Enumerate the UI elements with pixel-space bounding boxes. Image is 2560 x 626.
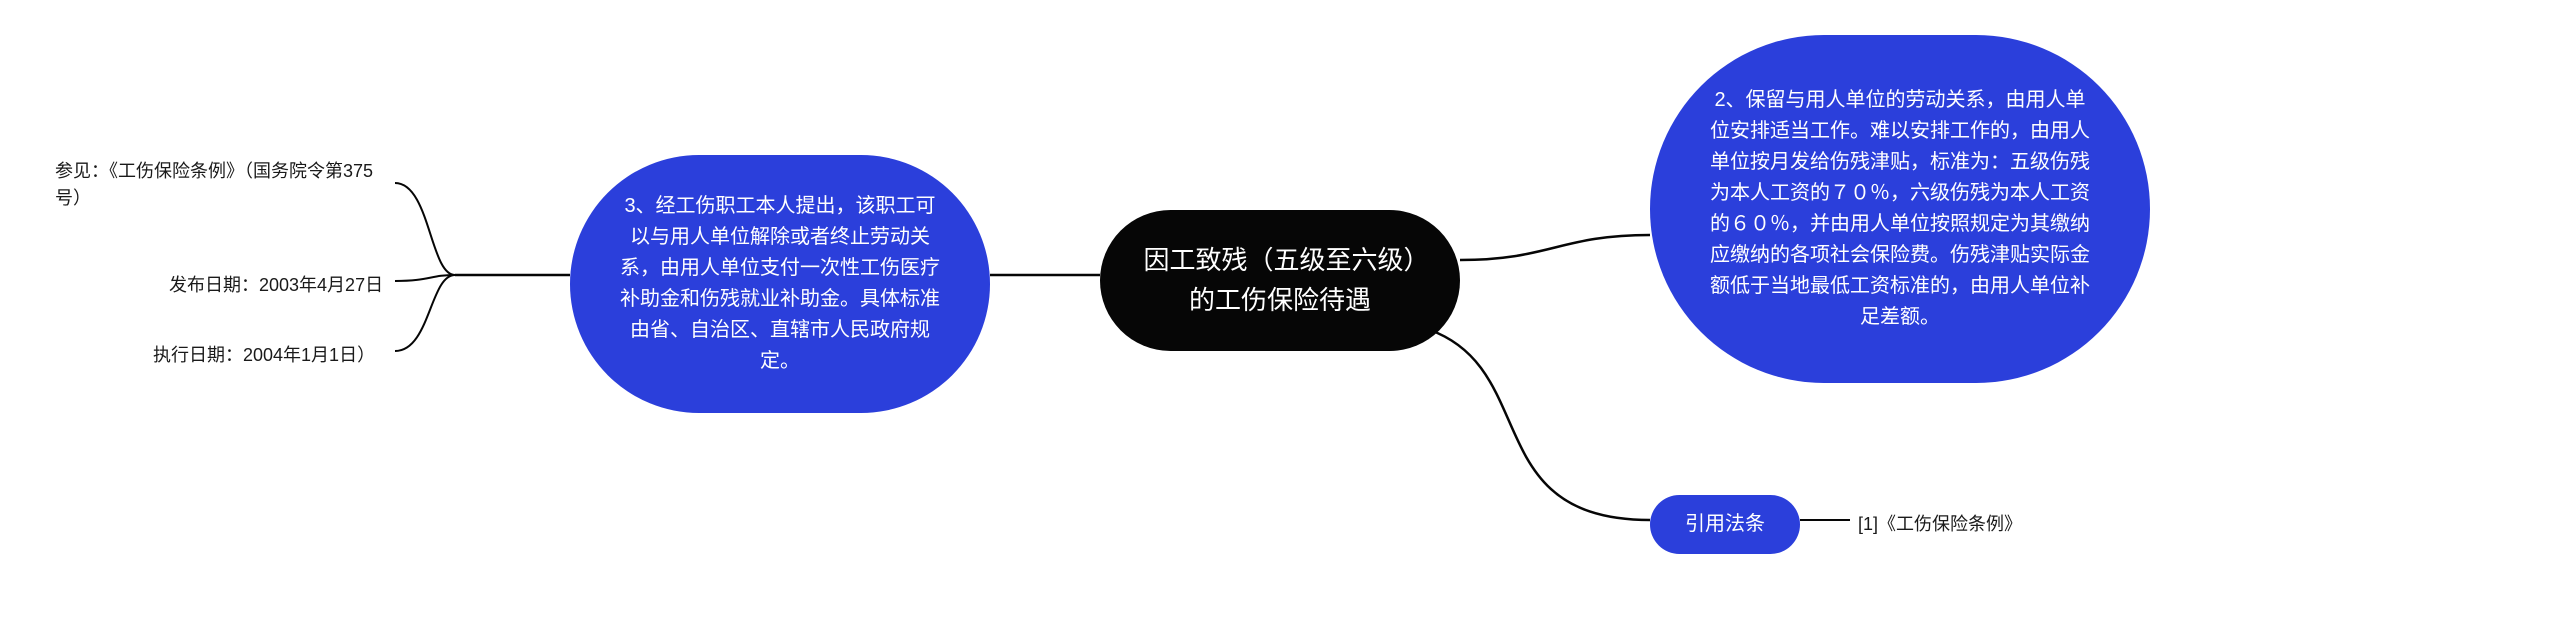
leaf-publish-date: 发布日期：2003年4月27日: [169, 271, 383, 297]
node-item-3[interactable]: 3、经工伤职工本人提出，该职工可以与用人单位解除或者终止劳动关系，由用人单位支付…: [570, 155, 990, 413]
leaf-exec-date: 执行日期：2004年1月1日）: [153, 341, 375, 367]
node-ref-law[interactable]: 引用法条: [1650, 495, 1800, 554]
node-ref-law-label: 引用法条: [1685, 509, 1765, 540]
leaf-exec-date-text: 执行日期：2004年1月1日）: [153, 345, 375, 365]
node-item-2-text: 2、保留与用人单位的劳动关系，由用人单位安排适当工作。难以安排工作的，由用人单位…: [1710, 85, 2090, 333]
leaf-ref-item: [1]《工伤保险条例》: [1858, 510, 2022, 536]
leaf-publish-date-text: 发布日期：2003年4月27日: [169, 275, 383, 295]
center-title: 因工致残（五级至六级）的工伤保险待遇: [1140, 240, 1420, 321]
center-topic[interactable]: 因工致残（五级至六级）的工伤保险待遇: [1100, 210, 1460, 351]
leaf-reference: 参见：《工伤保险条例》（国务院令第375号）: [55, 158, 395, 212]
node-item-2[interactable]: 2、保留与用人单位的劳动关系，由用人单位安排适当工作。难以安排工作的，由用人单位…: [1650, 35, 2150, 383]
node-item-3-text: 3、经工伤职工本人提出，该职工可以与用人单位解除或者终止劳动关系，由用人单位支付…: [618, 191, 942, 377]
leaf-reference-text: 参见：《工伤保险条例》（国务院令第375号）: [55, 161, 373, 208]
leaf-ref-item-text: [1]《工伤保险条例》: [1858, 514, 2022, 534]
